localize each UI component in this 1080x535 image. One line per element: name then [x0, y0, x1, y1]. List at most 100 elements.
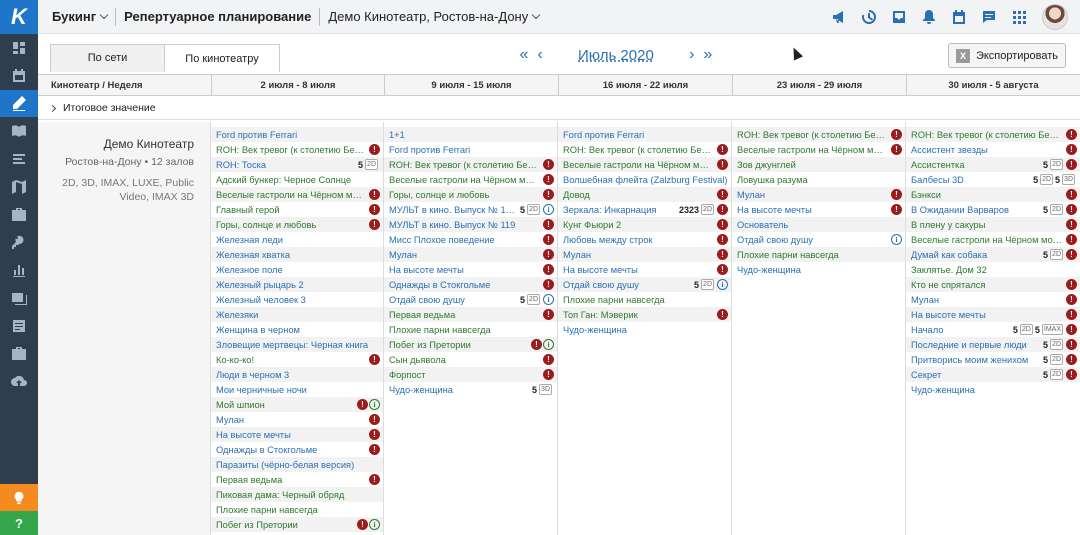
- film-title[interactable]: Мисс Плохое поведение: [389, 234, 495, 245]
- film-row[interactable]: Чудо-женщина 5 3D: [384, 382, 557, 397]
- film-title[interactable]: Отдай свою душу: [389, 294, 465, 305]
- film-row[interactable]: Женщина в черном: [211, 322, 383, 337]
- double-chevron-right-icon[interactable]: »: [703, 46, 713, 63]
- avatar[interactable]: [1042, 4, 1068, 30]
- summary-row[interactable]: Итоговое значение: [38, 97, 1080, 120]
- film-row[interactable]: Плохие парни навсегда: [384, 322, 557, 337]
- film-title[interactable]: МУЛЬТ в кино. Выпуск № 119: [389, 219, 516, 230]
- film-title[interactable]: Главный герой: [216, 204, 280, 215]
- film-title[interactable]: Мулан: [216, 414, 245, 425]
- list-icon[interactable]: [0, 145, 38, 173]
- film-title[interactable]: Отдай свою душу: [737, 234, 813, 245]
- film-row[interactable]: Форпост!: [384, 367, 557, 382]
- film-title[interactable]: Железная леди: [216, 234, 283, 245]
- film-title[interactable]: Мулан: [563, 249, 592, 260]
- info-icon[interactable]: i: [543, 294, 554, 305]
- film-row[interactable]: Мои черничные ночи: [211, 382, 383, 397]
- calendar-icon[interactable]: [944, 9, 974, 25]
- film-title[interactable]: На высоте мечты: [216, 429, 291, 440]
- theatre-select[interactable]: Демо Кинотеатр, Ростов-на-Дону: [328, 9, 541, 24]
- film-row[interactable]: Веселые гастроли на Чёрном море!: [732, 142, 905, 157]
- info-icon[interactable]: i: [717, 279, 728, 290]
- film-row[interactable]: Ловушка разума: [732, 172, 905, 187]
- film-row[interactable]: Бэнкси!: [906, 187, 1080, 202]
- film-title[interactable]: Железный рыцарь 2: [216, 279, 304, 290]
- film-title[interactable]: Мулан: [389, 249, 418, 260]
- tab-by-network[interactable]: По сети: [50, 44, 165, 72]
- film-row[interactable]: Мулан!: [732, 187, 905, 202]
- film-row[interactable]: ROH: Век тревог (к столетию Бер…!: [384, 157, 557, 172]
- film-row[interactable]: Веселые гастроли на Чёрном море!: [558, 157, 731, 172]
- film-row[interactable]: Паразиты (чёрно-белая версия): [211, 457, 383, 472]
- film-row[interactable]: Думай как собака 5 2D!: [906, 247, 1080, 262]
- info-icon[interactable]: i: [543, 204, 554, 215]
- film-title[interactable]: Ловушка разума: [737, 174, 808, 185]
- film-row[interactable]: Железный рыцарь 2: [211, 277, 383, 292]
- film-title[interactable]: Зловещие мертвецы: Черная книга: [216, 339, 369, 350]
- film-row[interactable]: Люди в черном 3: [211, 367, 383, 382]
- film-title[interactable]: Плохие парни навсегда: [563, 294, 665, 305]
- film-title[interactable]: МУЛЬТ в кино. Выпуск № 1…: [389, 204, 515, 215]
- document-icon[interactable]: [0, 312, 38, 340]
- film-title[interactable]: Пиковая дама: Черный обряд: [216, 489, 345, 500]
- film-title[interactable]: Волшебная флейта (Zalzburg Festival): [563, 174, 728, 185]
- film-row[interactable]: Начало 5 2D 5 IMAX!: [906, 322, 1080, 337]
- film-title[interactable]: ROH: Век тревог (к столетию Бер…: [216, 144, 365, 155]
- map-icon[interactable]: [0, 173, 38, 201]
- film-row[interactable]: На высоте мечты!: [732, 202, 905, 217]
- film-title[interactable]: Начало: [911, 324, 944, 335]
- film-title[interactable]: Горы, солнце и любовь: [389, 189, 490, 200]
- film-row[interactable]: Железная леди: [211, 232, 383, 247]
- film-row[interactable]: Первая ведьма!: [384, 307, 557, 322]
- film-row[interactable]: МУЛЬТ в кино. Выпуск № 1… 5 2D i: [384, 202, 557, 217]
- film-row[interactable]: На высоте мечты!: [906, 307, 1080, 322]
- film-title[interactable]: Первая ведьма: [389, 309, 456, 320]
- app-menu[interactable]: Букинг: [52, 9, 109, 24]
- film-row[interactable]: Ford против Ferrari: [384, 142, 557, 157]
- film-title[interactable]: Секрет: [911, 369, 942, 380]
- film-row[interactable]: Последние и первые люди 5 2D!: [906, 337, 1080, 352]
- film-title[interactable]: ROH: Век тревог (к столетию Бер…: [389, 159, 539, 170]
- film-title[interactable]: В Ожидании Варваров: [911, 204, 1009, 215]
- film-title[interactable]: Железное поле: [216, 264, 283, 275]
- film-title[interactable]: Ассистент звезды: [911, 144, 988, 155]
- film-row[interactable]: Железный человек 3: [211, 292, 383, 307]
- film-row[interactable]: Кто не спрятался!: [906, 277, 1080, 292]
- film-title[interactable]: Веселые гастроли на Чёрном море: [216, 189, 365, 200]
- film-title[interactable]: ROH: Век тревог (к столетию Бер…: [911, 129, 1062, 140]
- film-row[interactable]: Мой шпион! i: [211, 397, 383, 412]
- film-title[interactable]: Железная хватка: [216, 249, 291, 260]
- bar-chart-icon[interactable]: [0, 256, 38, 284]
- film-title[interactable]: Однажды в Стокгольме: [389, 279, 491, 290]
- film-row[interactable]: Горы, солнце и любовь!: [384, 187, 557, 202]
- film-title[interactable]: Побег из Претории: [216, 519, 298, 530]
- film-row[interactable]: Волшебная флейта (Zalzburg Festival): [558, 172, 731, 187]
- film-row[interactable]: Зеркала: Инкарнация 2323 2D!: [558, 202, 731, 217]
- film-row[interactable]: Побег из Претории! i: [211, 517, 383, 532]
- film-title[interactable]: Притворись моим женихом: [911, 354, 1029, 365]
- month-picker[interactable]: Июль 2020: [578, 46, 654, 64]
- film-title[interactable]: На высоте мечты: [563, 264, 638, 275]
- edit-icon[interactable]: [0, 89, 38, 118]
- film-title[interactable]: На высоте мечты: [737, 204, 812, 215]
- film-title[interactable]: На высоте мечты: [911, 309, 986, 320]
- film-row[interactable]: Притворись моим женихом 5 2D!: [906, 352, 1080, 367]
- film-title[interactable]: Заклятье. Дом 32: [911, 264, 987, 275]
- film-title[interactable]: Топ Ган: Мэверик: [563, 309, 638, 320]
- chat-icon[interactable]: [974, 9, 1004, 25]
- film-title[interactable]: Бэнкси: [911, 189, 941, 200]
- film-title[interactable]: Мой шпион: [216, 399, 265, 410]
- film-title[interactable]: Балбесы 3D: [911, 174, 964, 185]
- film-row[interactable]: Плохие парни навсегда: [558, 292, 731, 307]
- film-title[interactable]: ROH: Тоска: [216, 159, 267, 170]
- images-icon[interactable]: [0, 284, 38, 312]
- film-title[interactable]: Плохие парни навсегда: [216, 504, 318, 515]
- book-icon[interactable]: [0, 117, 38, 145]
- film-row[interactable]: Секрет 5 2D!: [906, 367, 1080, 382]
- film-row[interactable]: Кунг Фьюри 2!: [558, 217, 731, 232]
- film-row[interactable]: Однажды в Стокгольме!: [384, 277, 557, 292]
- film-row[interactable]: Отдай свою душу 5 2D i: [384, 292, 557, 307]
- film-row[interactable]: Плохие парни навсегда: [211, 502, 383, 517]
- film-title[interactable]: Мулан: [737, 189, 766, 200]
- film-title[interactable]: Плохие парни навсегда: [389, 324, 491, 335]
